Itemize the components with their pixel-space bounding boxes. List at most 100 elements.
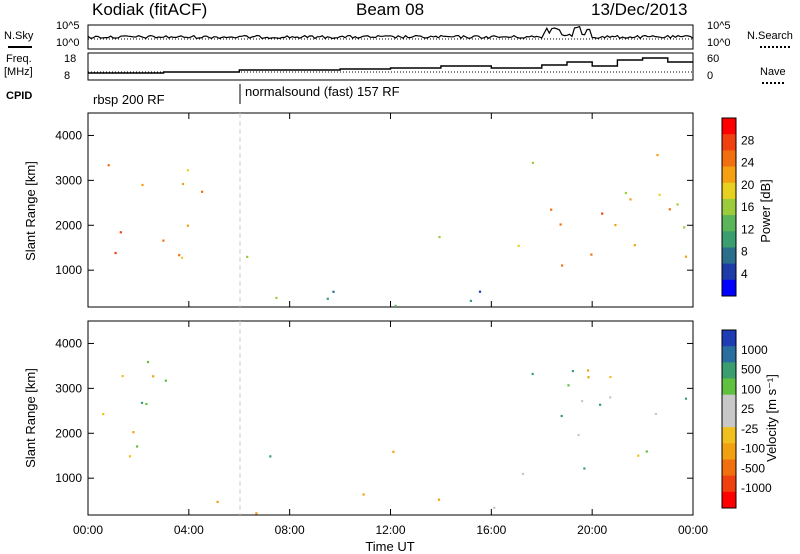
velocity-cell (128, 455, 131, 458)
velocity-cell (255, 512, 258, 515)
velocity-cell (577, 433, 580, 437)
colorbar-tick-label: 25 (741, 402, 755, 416)
colorbar-tick-label: 28 (741, 133, 755, 147)
colorbar-swatch (722, 475, 736, 493)
x-tick-label: 00:00 (73, 523, 103, 537)
power-cell (629, 198, 632, 201)
velocity-cell (581, 400, 584, 403)
x-tick-label: 04:00 (174, 523, 204, 537)
colorbar-tick-label: 100 (741, 382, 761, 396)
power-cell (517, 244, 520, 247)
nave-tick-bottom: 0 (707, 70, 714, 82)
colorbar-swatch (722, 231, 736, 248)
power-cell (683, 226, 686, 229)
power-cell (561, 264, 564, 267)
freq-tick-bottom: 8 (64, 70, 71, 82)
power-cell (469, 299, 472, 302)
nsearch-tick-bottom: 10^0 (707, 37, 731, 49)
power-scatter (107, 154, 688, 307)
power-cell (590, 253, 593, 256)
nsky-tick-top: 10^5 (56, 20, 80, 32)
velocity-cell (164, 379, 167, 382)
colorbar-swatch (722, 330, 736, 347)
nsky-line (87, 25, 694, 40)
power-cell (656, 154, 659, 157)
cpid-segment-1: rbsp 200 RF (93, 92, 165, 107)
colorbar-swatch (722, 198, 736, 216)
power-yticks: 1000 2000 3000 4000 (55, 128, 693, 277)
y-tick-label: 4000 (55, 336, 82, 350)
nsky-legend-line (8, 46, 32, 48)
velocity-cell (362, 493, 365, 496)
power-cell (186, 169, 189, 172)
power-cell (275, 296, 278, 299)
power-cell (676, 203, 679, 206)
date-title: 13/Dec/2013 (591, 0, 688, 19)
power-cell (119, 231, 122, 234)
colorbar-swatch (722, 150, 736, 168)
velocity-cell (567, 384, 570, 387)
colorbar-frame (721, 329, 737, 509)
x-tick-label: 00:00 (678, 523, 708, 537)
y-tick-label: 4000 (55, 128, 82, 142)
colorbar-tick-label: -100 (741, 442, 765, 456)
colorbar-swatch (722, 247, 736, 265)
colorbar-swatch (722, 378, 736, 396)
power-cell (201, 190, 204, 193)
colorbar-swatch (722, 410, 736, 428)
colorbar-tick-label: 1000 (741, 343, 768, 357)
x-tick-label: 16:00 (476, 523, 506, 537)
colorbar-swatch (722, 362, 736, 380)
freq-unit: [MHz] (4, 66, 33, 78)
velocity-yticks: 1000 2000 3000 4000 (55, 336, 693, 485)
colorbar-tick-label: 8 (741, 245, 748, 259)
velocity-ylabel: Slant Range [km] (23, 368, 38, 468)
colorbar-frame (721, 117, 737, 297)
power-cell (332, 290, 335, 293)
velocity-cell (121, 375, 124, 378)
colorbar-swatch (722, 346, 736, 363)
power-cell (438, 236, 441, 239)
colorbar-tick-label: 20 (741, 178, 755, 192)
colorbar-swatch (722, 263, 736, 281)
power-cell (246, 255, 249, 258)
colorbar-swatch (722, 459, 736, 477)
colorbar-tick-label: -1000 (741, 481, 772, 495)
velocity-cell (609, 375, 612, 379)
x-axis-label: Time UT (365, 539, 414, 554)
power-ylabel: Slant Range [km] (23, 161, 38, 261)
power-cell (601, 212, 604, 215)
x-axis-ticks: 00:00 04:00 08:00 12:00 16:00 20:00 00:00 (73, 113, 708, 537)
velocity-cell (571, 370, 574, 373)
colorbar-swatch (722, 427, 736, 444)
velocity-panel-frame (87, 320, 694, 516)
colorbar-tick-label: 24 (741, 156, 755, 170)
power-cell (181, 256, 184, 259)
power-cell (559, 223, 562, 226)
power-colorbar: 4 8 12 16 20 24 28 (721, 117, 755, 297)
velocity-cell (145, 402, 148, 406)
velocity-cell (684, 397, 688, 400)
velocity-cell (146, 360, 150, 364)
cpid-segment-2: normalsound (fast) 157 RF (245, 84, 400, 99)
nsky-tick-bottom: 10^0 (56, 37, 80, 49)
power-cell (684, 255, 688, 258)
colorbar-tick-label: -25 (741, 422, 759, 436)
power-cell (141, 183, 144, 187)
velocity-cell (216, 500, 219, 503)
velocity-colorbar-label: Velocity [m s⁻¹] (764, 374, 779, 462)
colorbar-swatch (722, 182, 736, 200)
power-cell (394, 304, 397, 307)
power-cell (326, 297, 329, 300)
nsky-trace (87, 25, 694, 40)
velocity-cell (531, 372, 534, 376)
power-panel-frame (87, 112, 694, 308)
velocity-cell (587, 369, 590, 372)
x-tick-label: 12:00 (375, 523, 405, 537)
cpid-label: CPID (6, 90, 33, 102)
nsearch-tick-top: 10^5 (707, 20, 731, 32)
power-cell (531, 161, 534, 164)
power-cell (614, 224, 617, 227)
colorbar-swatch (722, 166, 736, 184)
velocity-cell (609, 396, 612, 399)
